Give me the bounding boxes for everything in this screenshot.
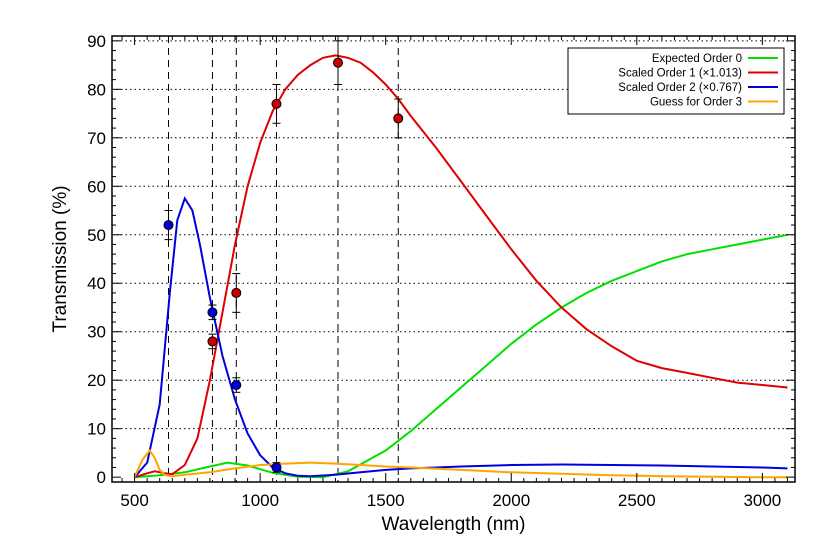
- series-line: [133, 448, 788, 479]
- y-tick-label: 0: [97, 468, 106, 487]
- points-layer: [163, 40, 404, 473]
- data-point: [207, 336, 218, 347]
- plot-frame: [111, 35, 796, 483]
- data-point: [271, 98, 282, 109]
- data-point: [231, 380, 242, 391]
- y-axis-title: Transmission (%): [50, 185, 71, 332]
- data-point: [393, 113, 404, 124]
- x-tick-label: 1500: [367, 491, 405, 510]
- x-tick-label: 3000: [743, 491, 781, 510]
- series-line: [133, 196, 788, 478]
- data-point: [332, 57, 343, 68]
- legend-label: Expected Order 0: [652, 53, 742, 65]
- data-point: [163, 220, 174, 231]
- ticks-layer: 500 1000 1500 2000 2500 3000 0 10 20 30 40 50 60 70 80…: [87, 32, 795, 510]
- x-tick-label: 2500: [618, 491, 656, 510]
- y-tick-label: 50: [87, 226, 106, 245]
- series-line: [134, 233, 788, 479]
- series-layer: [133, 54, 788, 479]
- y-tick-label: 60: [87, 177, 106, 196]
- x-axis-title: Wavelength (nm): [382, 514, 526, 535]
- legend: Expected Order 0 Scaled Order 1 (×1.013) S…: [567, 47, 785, 115]
- legend-label: Scaled Order 2 (×0.767): [618, 82, 742, 94]
- y-tick-label: 40: [87, 274, 106, 293]
- y-tick-label: 30: [87, 323, 106, 342]
- x-tick-label: 1000: [241, 491, 279, 510]
- y-tick-label: 90: [87, 32, 106, 51]
- legend-label: Guess for Order 3: [650, 97, 742, 109]
- y-tick-label: 70: [87, 129, 106, 148]
- legend-label: Scaled Order 1 (×1.013): [618, 68, 742, 80]
- y-tick-label: 10: [87, 420, 106, 439]
- y-tick-label: 80: [87, 80, 106, 99]
- data-point: [207, 307, 218, 318]
- data-point: [231, 287, 242, 298]
- x-tick-label: 500: [120, 491, 148, 510]
- data-point: [271, 462, 282, 473]
- x-tick-label: 2000: [492, 491, 530, 510]
- series-line: [134, 54, 788, 479]
- y-tick-label: 20: [87, 371, 106, 390]
